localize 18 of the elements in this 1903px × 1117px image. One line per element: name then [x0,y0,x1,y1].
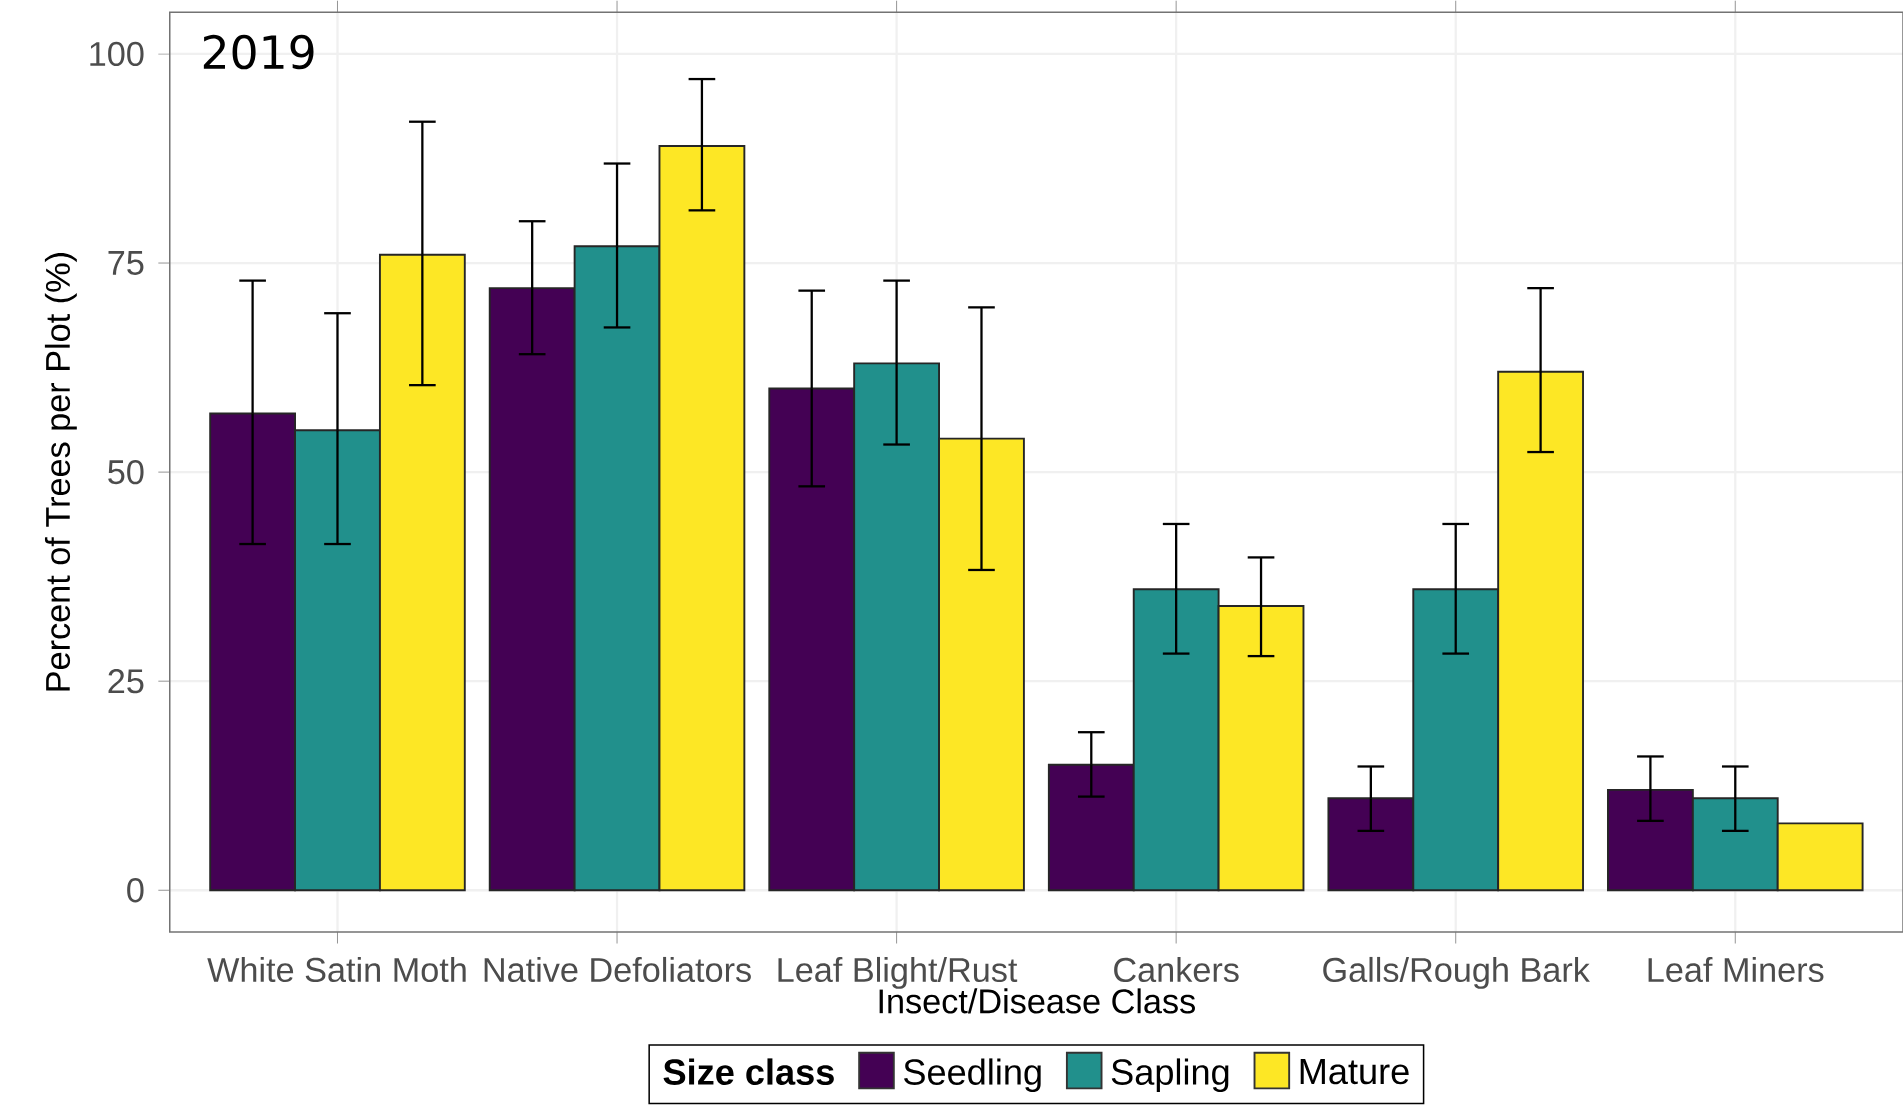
y-tick-label: 75 [108,251,144,275]
y-tick-label: 50 [108,459,144,485]
x-tick-label: Leaf Blight/Rust [778,956,1018,989]
y-tick-label: 0 [127,878,144,903]
x-tick-label: Galls/Rough Bark [1323,956,1590,989]
y-tick-label: 100 [90,41,144,67]
x-tick-label: White Satin Moth [207,956,466,983]
x-tick-label: Cankers [1114,956,1239,983]
legend-label: Mature [1300,1059,1409,1085]
annotation: 2019 [203,34,314,70]
x-tick-label: Native Defoliators [484,956,751,983]
y-tick-label: 25 [108,669,144,694]
legend-label: Sapling [1111,1058,1229,1093]
legend-label: Seedling [904,1058,1041,1093]
x-axis-title: Insect/Disease Class [879,988,1195,1014]
legend-title: Size class [663,1058,834,1085]
x-tick-label: Leaf Miners [1648,956,1824,983]
y-axis-title: Percent of Trees per Plot (%) [44,253,77,691]
